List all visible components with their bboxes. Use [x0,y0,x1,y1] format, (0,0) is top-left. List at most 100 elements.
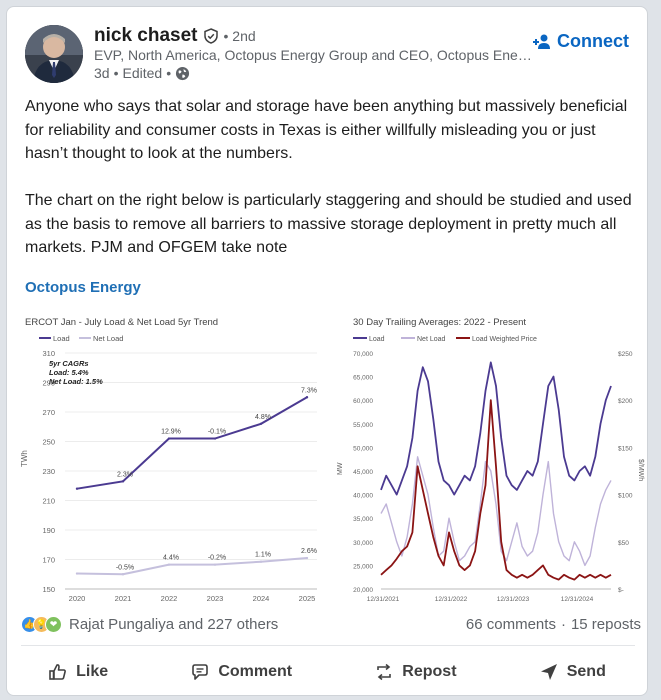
reactions-summary[interactable]: 👍 💡 ❤ Rajat Pungaliya and 227 others [21,615,279,633]
x-tick-label: 2022 [161,594,178,603]
post-meta: 3d • Edited • [94,65,190,81]
comment-label: Comment [218,663,293,680]
y2-axis-label: $/MWh [637,459,644,481]
author-headline: EVP, North America, Octopus Energy Group… [94,47,532,63]
chart-title: ERCOT Jan - July Load & Net Load 5yr Tre… [25,317,218,328]
x-tick-label: 2025 [299,594,316,603]
y2-tick-label: $- [618,587,624,594]
y2-tick-label: $250 [618,351,633,358]
meta-dot: • [166,65,172,81]
legend-net-load: Net Load [417,336,446,343]
data-point [167,437,171,440]
send-icon [540,664,557,680]
engagement-counts: 66 comments · 15 reposts [466,616,641,633]
y-tick-label: 150 [42,585,55,594]
data-label: -0.1% [208,429,226,436]
x-tick-label: 2023 [207,594,224,603]
verified-shield-icon [203,28,218,44]
data-label: -0.5% [116,564,134,571]
y2-tick-label: $150 [618,445,633,452]
y-tick-label: 190 [42,526,55,535]
support-reaction-icon: ❤ [45,615,62,633]
author-name-row: nick chaset • 2nd [94,25,256,47]
data-label: 7.3% [301,387,317,394]
x-tick-label: 12/31/2021 [367,596,400,603]
reposts-count[interactable]: 15 reposts [570,615,641,633]
like-button[interactable]: Like [36,654,120,690]
counts-separator: · [560,615,566,633]
y-axis-label: MW [337,462,344,475]
load-trend-chart[interactable]: ERCOT Jan - July Load & Net Load 5yr Tre… [17,307,329,607]
send-button[interactable]: Send [527,654,618,690]
post-paragraph-1: Anyone who says that solar and storage h… [25,98,628,162]
cagr-annotation: 5yr CAGRs Load: 5.4% Net Load: 1.5% [49,359,103,386]
y-tick-label: 40,000 [353,493,373,500]
x-tick-label: 12/31/2022 [435,596,468,603]
data-point [259,422,263,425]
y-tick-label: 230 [42,467,55,476]
data-point [213,563,217,566]
data-point [259,560,263,563]
data-label: -0.2% [208,555,226,562]
series-line-load [380,361,612,496]
y2-tick-label: $50 [618,540,629,547]
reactors-text[interactable]: Rajat Pungaliya and 227 others [69,615,279,633]
y-tick-label: 65,000 [353,375,373,382]
y-tick-label: 270 [42,408,55,417]
send-label: Send [566,663,606,680]
series-line-load-weighted-price [380,399,612,581]
post-card: nick chaset • 2nd EVP, North America, Oc… [6,6,648,696]
y-tick-label: 25,000 [353,563,373,570]
data-point [305,556,309,560]
data-point [121,480,125,483]
image-brand-label: Octopus Energy [25,279,141,296]
legend-net-load: Net Load [93,334,123,343]
action-bar: Like Comment Repost Send [7,650,647,694]
like-label: Like [76,663,109,680]
post-time: 3d [94,65,110,81]
trailing-averages-chart[interactable]: 30 Day Trailing Averages: 2022 - Present… [333,307,645,607]
y-tick-label: 250 [42,438,55,447]
add-person-icon [533,34,550,49]
thumbs-up-icon [49,664,67,680]
y-axis-label: TWh [20,450,29,467]
y2-tick-label: $200 [618,398,633,405]
y-tick-label: 60,000 [353,398,373,405]
y2-tick-label: $100 [618,493,633,500]
avatar[interactable] [25,25,83,83]
comment-icon [192,664,209,680]
data-label: 2.3% [117,471,133,478]
chart-title: 30 Day Trailing Averages: 2022 - Present [353,317,526,328]
legend-load: Load [53,334,70,343]
y-tick-label: 55,000 [353,422,373,429]
post-header: nick chaset • 2nd EVP, North America, Oc… [7,7,647,97]
repost-label: Repost [402,663,457,680]
data-label: 1.1% [255,552,271,559]
data-point [305,396,309,399]
cagr-net-load: Net Load: 1.5% [49,377,103,386]
series-line-net-load [76,557,308,576]
cagr-load: Load: 5.4% [49,368,89,377]
x-tick-label: 2024 [253,594,270,603]
comments-count[interactable]: 66 comments [465,615,556,633]
cagr-title: 5yr CAGRs [49,359,89,368]
x-tick-label: 2021 [115,594,132,603]
reaction-icons: 👍 💡 ❤ [21,615,62,633]
x-tick-label: 2020 [69,594,86,603]
y-tick-label: 35,000 [353,516,373,523]
comment-button[interactable]: Comment [178,654,304,690]
y-tick-label: 45,000 [353,469,373,476]
data-point [75,572,79,575]
y-tick-label: 210 [42,497,55,506]
social-counts-bar: 👍 💡 ❤ Rajat Pungaliya and 227 others 66 … [21,611,641,637]
post-paragraph-2: The chart on the right below is particul… [25,192,632,256]
data-label: 4.8% [255,414,271,421]
connect-button[interactable]: Connect [533,31,629,52]
chart-legend: Load Net Load Load Weighted Price [353,336,537,343]
author-name[interactable]: nick chaset [94,25,198,46]
connect-label: Connect [557,31,629,51]
globe-icon [176,66,190,80]
y-tick-label: 310 [42,349,55,358]
repost-button[interactable]: Repost [362,654,468,690]
series-line-net-load [380,456,612,567]
